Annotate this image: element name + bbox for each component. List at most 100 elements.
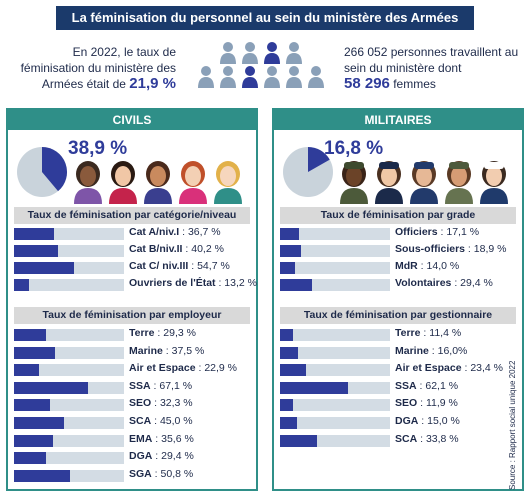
bar-category: Cat B/niv.II [129, 243, 183, 255]
bar-label: Cat C/ niv.III : 54,7 % [129, 260, 230, 272]
bar-value: 37,5 % [171, 344, 205, 357]
bar-track [280, 228, 390, 240]
intro-left: En 2022, le taux de féminisation du mini… [8, 44, 176, 92]
bar-fill [14, 228, 55, 240]
bar-category: Sous-officiers [395, 243, 466, 255]
intro-right-suffix: femmes [389, 77, 436, 91]
bar-fill [14, 469, 70, 482]
bar-fill [280, 245, 301, 257]
bar-label: SEO : 11,9 % [395, 397, 458, 410]
woman-figure-icon [74, 161, 102, 204]
woman-figure-icon [445, 161, 473, 204]
militaires-section1-title: Taux de féminisation par grade [280, 207, 516, 224]
bar-category: MdR [395, 260, 418, 272]
bar-label: Marine : 16,0% [395, 344, 468, 357]
bar-value: 11,4 % [429, 327, 462, 339]
bar-fill [280, 364, 306, 377]
bar-value: 22,9 % [204, 362, 238, 375]
bar-value: 13,2 % [224, 277, 257, 289]
bar-value: 29,3 % [163, 327, 196, 339]
bar-fill [280, 381, 349, 394]
person-icon [264, 66, 280, 88]
person-icon [264, 42, 280, 64]
bar-category: SCA [395, 432, 418, 445]
militaires-pie-chart [283, 147, 333, 197]
civils-header: CIVILS [8, 110, 256, 130]
intro-right: 266 052 personnes travaillent au sein du… [344, 44, 524, 92]
bar-track [14, 329, 124, 341]
bar-track [14, 262, 124, 274]
bar-label: Air et Espace : 22,9 % [129, 362, 238, 375]
bar-category: Terre [395, 327, 421, 339]
civils-section1-title: Taux de féminisation par catégorie/nivea… [14, 207, 250, 224]
source-note: Source : Rapport social unique 2022 [508, 360, 517, 490]
page-title: La féminisation du personnel au sein du … [56, 6, 474, 30]
person-icon [220, 66, 236, 88]
bar-track [14, 381, 124, 394]
bar-category: Air et Espace [129, 362, 196, 375]
person-icon [198, 66, 214, 88]
bar-fill [14, 329, 47, 341]
bar-label: SEO : 32,3 % [129, 397, 193, 410]
bar-category: Marine [395, 344, 429, 357]
bar-category: SEO [129, 397, 152, 410]
bar-value: 40,2 % [191, 243, 224, 255]
bar-value: 36,7 % [187, 226, 221, 238]
bar-category: SCA [129, 415, 152, 427]
militaires-section2-title: Taux de féminisation par gestionnaire [280, 307, 516, 324]
bar-label: SGA : 50,8 % [129, 467, 194, 480]
bar-track [14, 346, 124, 359]
bar-value: 67,1 % [159, 379, 193, 392]
bar-fill [14, 364, 40, 377]
bar-label: DGA : 15,0 % [395, 415, 460, 427]
militaires-panel: MILITAIRES 16,8 % Taux de féminisation p… [272, 108, 524, 491]
bar-value: 11,9 % [425, 397, 458, 410]
bar-track [14, 228, 124, 240]
bar-track [14, 452, 124, 465]
bar-label: Sous-officiers : 18,9 % [395, 243, 507, 255]
bar-fill [14, 452, 47, 465]
bar-value: 62,1 % [425, 379, 459, 392]
person-icon [242, 42, 258, 64]
bar-fill [14, 245, 59, 257]
bar-category: EMA [129, 432, 153, 445]
bar-label: Cat A/niv.I : 36,7 % [129, 226, 221, 238]
bar-value: 35,6 % [161, 432, 194, 445]
bar-fill [14, 417, 64, 429]
bar-track [14, 434, 124, 447]
civils-panel: CIVILS 38,9 % Taux de féminisation par c… [6, 108, 258, 491]
bar-track [280, 262, 390, 274]
militaires-women-icon-group [340, 161, 508, 204]
bar-label: SSA : 62,1 % [395, 379, 459, 392]
bar-label: Cat B/niv.II : 40,2 % [129, 243, 224, 255]
bar-category: Air et Espace [395, 362, 462, 375]
bar-track [280, 329, 390, 341]
bar-track [14, 469, 124, 482]
bar-track [14, 364, 124, 377]
bar-track [280, 245, 390, 257]
bar-label: MdR : 14,0 % [395, 260, 460, 272]
bar-label: Terre : 11,4 % [395, 327, 462, 339]
bar-fill [14, 399, 50, 412]
bar-value: 45,0 % [159, 415, 193, 427]
bar-track [280, 346, 390, 359]
bar-category: Cat A/niv.I [129, 226, 180, 238]
bar-label: SSA : 67,1 % [129, 379, 193, 392]
bar-category: Cat C/ niv.III [129, 260, 189, 272]
bar-fill [14, 381, 88, 394]
woman-figure-icon [480, 161, 508, 204]
bar-value: 14,0 % [426, 260, 460, 272]
person-icon [242, 66, 258, 88]
bar-label: Marine : 37,5 % [129, 344, 205, 357]
bar-fill [280, 228, 299, 240]
bar-track [280, 279, 390, 291]
woman-figure-icon [410, 161, 438, 204]
intro-right-text: 266 052 personnes travaillent au sein du… [344, 45, 519, 75]
bar-fill [14, 346, 56, 359]
militaires-pct: 16,8 % [324, 138, 384, 159]
woman-figure-icon [109, 161, 137, 204]
person-icon [220, 42, 236, 64]
woman-figure-icon [340, 161, 368, 204]
civils-pie-slice [42, 147, 68, 192]
woman-figure-icon [179, 161, 207, 204]
